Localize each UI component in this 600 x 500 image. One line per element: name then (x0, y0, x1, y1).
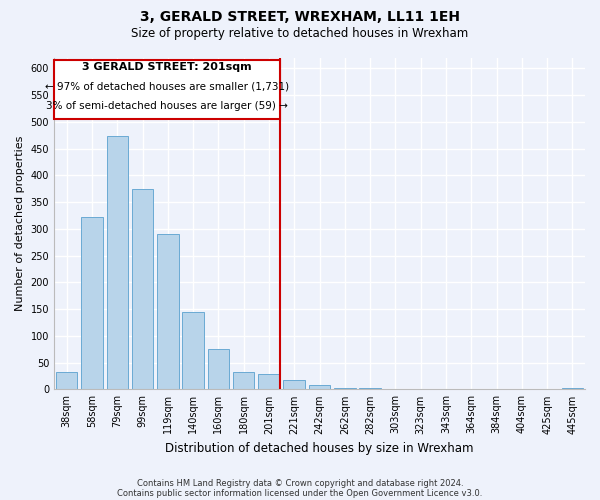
Bar (208, 350, 229, 390)
Text: Contains HM Land Registry data © Crown copyright and database right 2024.: Contains HM Land Registry data © Crown c… (137, 478, 463, 488)
Bar (309, 385, 330, 390)
Bar (562, 388, 583, 390)
Bar (233, 372, 254, 390)
Bar (410, 389, 431, 390)
Bar (283, 380, 305, 390)
Bar (258, 374, 280, 390)
Bar (334, 388, 356, 390)
X-axis label: Distribution of detached houses by size in Wrexham: Distribution of detached houses by size … (165, 442, 474, 455)
Bar (359, 388, 381, 390)
Bar (54, 60, 280, 119)
Bar (385, 389, 406, 390)
Text: 3 GERALD STREET: 201sqm: 3 GERALD STREET: 201sqm (82, 62, 251, 72)
Bar (107, 136, 128, 390)
Text: ← 97% of detached houses are smaller (1,731): ← 97% of detached houses are smaller (1,… (45, 82, 289, 92)
Text: Contains public sector information licensed under the Open Government Licence v3: Contains public sector information licen… (118, 488, 482, 498)
Text: Size of property relative to detached houses in Wrexham: Size of property relative to detached ho… (131, 28, 469, 40)
Y-axis label: Number of detached properties: Number of detached properties (15, 136, 25, 311)
Text: 3, GERALD STREET, WREXHAM, LL11 1EH: 3, GERALD STREET, WREXHAM, LL11 1EH (140, 10, 460, 24)
Bar (56, 372, 77, 390)
Bar (132, 189, 153, 390)
Bar (182, 312, 204, 390)
Bar (157, 234, 179, 390)
Bar (81, 217, 103, 390)
Text: 3% of semi-detached houses are larger (59) →: 3% of semi-detached houses are larger (5… (46, 102, 288, 112)
